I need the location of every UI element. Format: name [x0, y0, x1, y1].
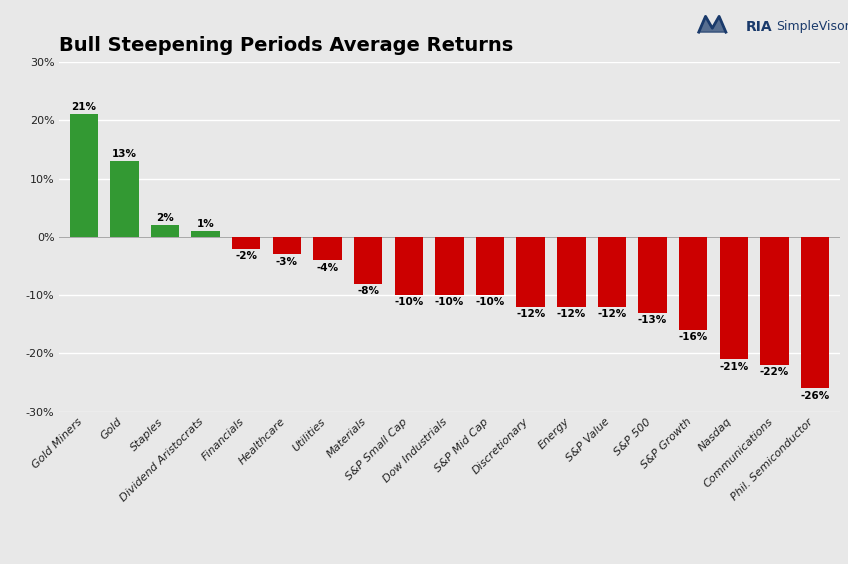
Bar [476, 237, 505, 295]
Bar [313, 237, 342, 260]
Text: -21%: -21% [719, 362, 749, 372]
Text: -3%: -3% [276, 257, 298, 267]
Bar [679, 237, 707, 330]
Text: -22%: -22% [760, 367, 789, 377]
Text: Bull Steepening Periods Average Returns: Bull Steepening Periods Average Returns [59, 36, 514, 55]
Bar [232, 237, 260, 249]
Bar [394, 237, 423, 295]
Bar [801, 237, 829, 389]
Text: -4%: -4% [316, 262, 338, 272]
Text: RIA: RIA [746, 20, 773, 34]
Bar [435, 237, 464, 295]
Bar [720, 237, 748, 359]
Bar [192, 231, 220, 237]
Text: 21%: 21% [71, 102, 96, 112]
Bar [598, 237, 626, 307]
Text: -10%: -10% [394, 297, 423, 307]
Bar [110, 161, 138, 237]
Text: -10%: -10% [476, 297, 505, 307]
Bar [70, 114, 98, 237]
Bar [639, 237, 667, 312]
Text: -2%: -2% [235, 251, 257, 261]
Text: SimpleVisor: SimpleVisor [776, 20, 848, 33]
Text: -12%: -12% [597, 309, 627, 319]
Bar [354, 237, 382, 284]
Text: 13%: 13% [112, 149, 137, 159]
Text: -12%: -12% [516, 309, 545, 319]
Bar [761, 237, 789, 365]
Bar [273, 237, 301, 254]
Text: -16%: -16% [678, 332, 708, 342]
Text: 1%: 1% [197, 219, 215, 229]
Text: -8%: -8% [357, 286, 379, 296]
Text: -26%: -26% [801, 391, 829, 401]
Text: -12%: -12% [557, 309, 586, 319]
Bar [516, 237, 545, 307]
Bar [151, 225, 179, 237]
Text: -13%: -13% [638, 315, 667, 325]
Polygon shape [699, 16, 726, 32]
Text: 2%: 2% [156, 213, 174, 223]
Bar [557, 237, 586, 307]
Text: -10%: -10% [435, 297, 464, 307]
